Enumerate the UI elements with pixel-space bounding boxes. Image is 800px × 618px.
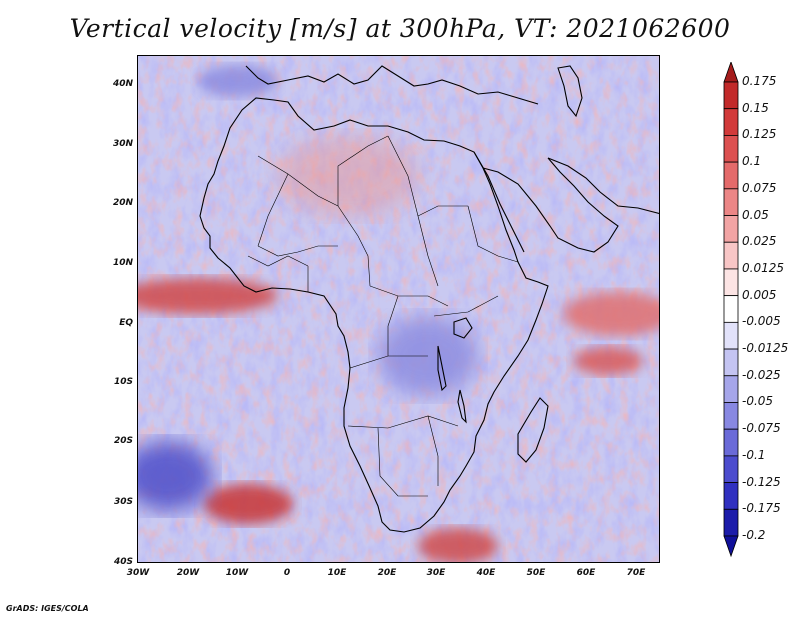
colorbar-bin xyxy=(723,135,739,163)
lon-label-20w: 20W xyxy=(176,568,200,578)
lon-label-10e: 10E xyxy=(327,568,347,578)
lon-label-50e: 50E xyxy=(526,568,546,578)
colorbar-bin xyxy=(723,375,739,403)
south-atlantic-ascent xyxy=(203,484,293,524)
colorbar-min-arrow xyxy=(723,535,739,558)
map-panel xyxy=(137,55,660,563)
grads-credit: GrADS: IGES/COLA xyxy=(6,604,89,613)
lon-label-10w: 10W xyxy=(225,568,249,578)
colorbar-bin xyxy=(723,428,739,457)
colorbar-bin xyxy=(723,268,739,297)
colorbar-label: 0.15 xyxy=(742,100,769,115)
coastlines xyxy=(199,65,659,533)
colorbar-label: 0.05 xyxy=(742,207,769,222)
colorbar-label: 0.005 xyxy=(742,287,777,302)
colorbar-bin xyxy=(723,241,739,270)
colorbar-bin xyxy=(723,161,739,190)
lat-label-30s: 30S xyxy=(113,497,133,507)
colorbar-label: -0.175 xyxy=(742,501,781,516)
red-sea xyxy=(473,151,525,253)
lon-label-20e: 20E xyxy=(377,568,397,578)
colorbar-label: 0.025 xyxy=(742,234,777,249)
persian-gulf xyxy=(547,157,659,215)
colorbar-label: 0.1 xyxy=(742,154,762,169)
indian-ocean-ascent xyxy=(563,292,659,336)
country-borders xyxy=(247,135,519,497)
madagascar-coastline xyxy=(517,397,549,463)
colorbar-label: -0.2 xyxy=(742,528,766,542)
lat-label-10s: 10S xyxy=(113,377,133,387)
lon-label-30e: 30E xyxy=(426,568,446,578)
south-atlantic-subsidence xyxy=(138,441,213,511)
colorbar-label: 0.175 xyxy=(742,74,777,88)
lat-label-40n: 40N xyxy=(112,79,133,89)
regional-features xyxy=(138,65,659,562)
colorbar-label: 0.075 xyxy=(742,180,777,195)
lat-label-30n: 30N xyxy=(112,139,133,149)
lon-label-40e: 40E xyxy=(476,568,496,578)
africa-coastline xyxy=(199,97,549,533)
lat-label-10n: 10N xyxy=(112,258,133,268)
colorbar-max-arrow xyxy=(723,62,739,83)
colorbar-bin xyxy=(723,81,739,110)
colorbar-label: -0.025 xyxy=(742,367,781,382)
colorbar-bin xyxy=(723,402,739,430)
lake-tanganyika xyxy=(437,345,447,392)
southern-ocean-ascent xyxy=(418,528,498,562)
colorbar-label: -0.1 xyxy=(742,447,766,462)
colorbar-bin xyxy=(723,295,739,323)
colorbar-label: 0.125 xyxy=(742,127,777,142)
colorbar-scale xyxy=(723,62,739,558)
lon-label-0: 0 xyxy=(283,568,291,578)
lake-victoria xyxy=(453,317,473,339)
colorbar-bin xyxy=(723,188,739,216)
colorbar-label: 0.0125 xyxy=(742,260,784,275)
lat-label-40s: 40S xyxy=(113,557,133,567)
lake-malawi xyxy=(457,389,467,424)
lat-label-20n: 20N xyxy=(112,198,133,208)
lon-label-70e: 70E xyxy=(626,568,646,578)
colorbar-label: -0.005 xyxy=(742,314,781,329)
vertical-velocity-field xyxy=(138,56,659,562)
colorbar-bin xyxy=(723,482,739,510)
colorbar-label: -0.125 xyxy=(742,474,781,489)
colorbar-bin xyxy=(723,508,739,537)
colorbar-bin xyxy=(723,455,739,483)
caspian-sea xyxy=(557,65,583,118)
chart-title: Vertical velocity [m/s] at 300hPa, VT: 2… xyxy=(69,14,731,43)
indian-ocean-ascent-south xyxy=(573,347,643,375)
lat-label-20s: 20S xyxy=(113,436,133,446)
colorbar-bin xyxy=(723,321,739,350)
colorbar-bin xyxy=(723,215,739,243)
lat-label-eq: EQ xyxy=(119,318,133,328)
colorbar-bin xyxy=(723,348,739,377)
northeast-atlantic-subsidence xyxy=(198,65,278,97)
europe-coastline xyxy=(245,65,539,105)
lon-label-60e: 60E xyxy=(576,568,596,578)
colorbar-label: -0.0125 xyxy=(742,341,789,356)
colorbar-label: -0.05 xyxy=(742,394,774,409)
sahara-ascent xyxy=(278,136,418,216)
colorbar-label: -0.075 xyxy=(742,421,781,436)
colorbar-bin xyxy=(723,108,739,136)
arabia-coastline xyxy=(482,157,619,253)
lon-label-30w: 30W xyxy=(126,568,150,578)
itcz-ascent-band xyxy=(138,278,278,314)
